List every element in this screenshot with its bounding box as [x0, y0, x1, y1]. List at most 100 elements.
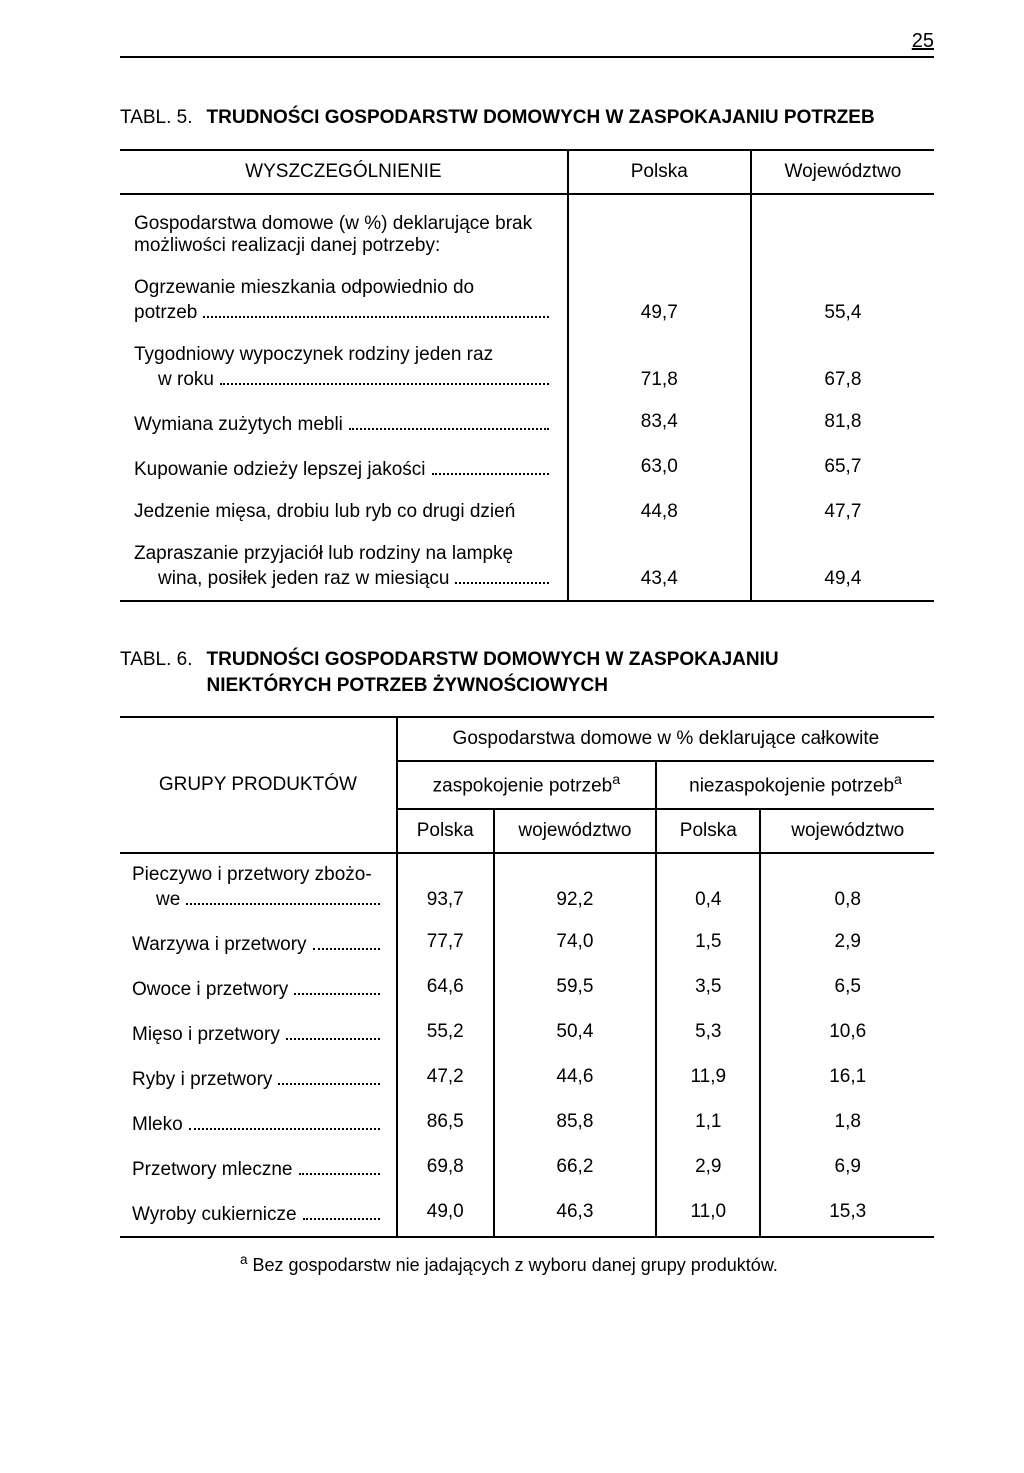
leader-dots — [220, 366, 549, 385]
value-cell: 55,2 — [397, 1011, 494, 1056]
row-label: Jedzenie mięsa, drobiu lub ryb co drugi … — [134, 501, 515, 522]
unsat-label: niezaspokojenie potrzeb — [689, 776, 894, 797]
value-cell: 55,4 — [751, 267, 934, 334]
table5-h2: Polska — [568, 150, 751, 194]
leader-dots — [203, 299, 548, 318]
empty-cell — [568, 194, 751, 267]
row-label-cell: Ogrzewanie mieszkania odpowiednio do pot… — [120, 267, 568, 334]
dot-leader: Mleko — [132, 1111, 384, 1136]
leader-dots — [186, 886, 379, 905]
row-label-b: potrzeb — [134, 302, 197, 324]
table-row: Mleko 86,5 85,8 1,1 1,8 — [120, 1101, 934, 1146]
row-label-cell: Ryby i przetwory — [120, 1056, 397, 1101]
row-label-cell: Mleko — [120, 1101, 397, 1146]
dot-leader: Warzywa i przetwory — [132, 931, 384, 956]
table6: GRUPY PRODUKTÓW Gospodarstwa domowe w % … — [120, 716, 934, 1238]
row-label: Owoce i przetwory — [132, 979, 288, 1001]
table-row: Zapraszanie przyjaciół lub rodziny na la… — [120, 533, 934, 601]
table6-h-wj2: województwo — [760, 809, 934, 853]
table5-title: TABL. 5.TRUDNOŚCI GOSPODARSTW DOMOWYCH W… — [120, 105, 934, 131]
table-row: Pieczywo i przetwory zbożo- we 93,7 92,2… — [120, 853, 934, 921]
value-cell: 0,8 — [760, 853, 934, 921]
table5-h1: WYSZCZEGÓLNIENIE — [120, 150, 568, 194]
table5-label: TABL. 5. — [120, 105, 193, 131]
sup-a: a — [894, 772, 902, 788]
table-row: Jedzenie mięsa, drobiu lub ryb co drugi … — [120, 491, 934, 533]
value-cell: 11,0 — [656, 1191, 760, 1237]
value-cell: 59,5 — [494, 966, 656, 1011]
row-label: Wymiana zużytych mebli — [134, 414, 343, 436]
value-cell: 10,6 — [760, 1011, 934, 1056]
leader-dots — [432, 456, 549, 475]
dot-leader: Przetwory mleczne — [132, 1156, 384, 1181]
dot-leader: wina, posiłek jeden raz w miesiącu — [134, 565, 553, 590]
value-cell: 77,7 — [397, 921, 494, 966]
table6-h-unsat: niezaspokojenie potrzeba — [656, 761, 934, 808]
row-label: Mleko — [132, 1114, 183, 1136]
table-row: Tygodniowy wypoczynek rodziny jeden raz … — [120, 334, 934, 401]
value-cell: 47,2 — [397, 1056, 494, 1101]
table6-label: TABL. 6. — [120, 647, 193, 673]
leader-dots — [303, 1201, 380, 1220]
table5-body: Gospodarstwa domowe (w %) deklarujące br… — [120, 194, 934, 601]
row-label-cell: Jedzenie mięsa, drobiu lub ryb co drugi … — [120, 491, 568, 533]
leader-dots — [299, 1156, 380, 1175]
sup-a: a — [612, 772, 620, 788]
value-cell: 43,4 — [568, 533, 751, 601]
dot-leader: potrzeb — [134, 299, 553, 324]
row-label-cell: Wyroby cukiernicze — [120, 1191, 397, 1237]
page-top-rule — [120, 56, 934, 58]
table6-h-pl2: Polska — [656, 809, 760, 853]
row-label: Kupowanie odzieży lepszej jakości — [134, 459, 426, 481]
table-row: Kupowanie odzieży lepszej jakości 63,0 6… — [120, 446, 934, 491]
value-cell: 6,9 — [760, 1146, 934, 1191]
table6-title: TABL. 6. TRUDNOŚCI GOSPODARSTW DOMOWYCH W… — [120, 647, 934, 698]
value-cell: 1,1 — [656, 1101, 760, 1146]
value-cell: 93,7 — [397, 853, 494, 921]
footnote-sup: a — [240, 1252, 248, 1267]
table6-caption-b: NIEKTÓRYCH POTRZEB ŻYWNOŚCIOWYCH — [207, 675, 608, 696]
document-page: 25 TABL. 5.TRUDNOŚCI GOSPODARSTW DOMOWYC… — [0, 0, 1024, 1473]
value-cell: 92,2 — [494, 853, 656, 921]
value-cell: 2,9 — [656, 1146, 760, 1191]
value-cell: 3,5 — [656, 966, 760, 1011]
value-cell: 49,7 — [568, 267, 751, 334]
leader-dots — [286, 1021, 380, 1040]
footnote-text: Bez gospodarstw nie jadających z wyboru … — [248, 1255, 778, 1275]
dot-leader: Wyroby cukiernicze — [132, 1201, 384, 1226]
row-label-cell: Kupowanie odzieży lepszej jakości — [120, 446, 568, 491]
dot-leader: Ryby i przetwory — [132, 1066, 384, 1091]
dot-leader: Kupowanie odzieży lepszej jakości — [134, 456, 553, 481]
dot-leader: Owoce i przetwory — [132, 976, 384, 1001]
table6-h-span: Gospodarstwa domowe w % deklarujące całk… — [397, 717, 934, 761]
leader-dots — [455, 565, 548, 584]
leader-dots — [278, 1066, 379, 1085]
row-label-a: Pieczywo i przetwory zbożo- — [132, 864, 384, 886]
table-row: Owoce i przetwory 64,6 59,5 3,5 6,5 — [120, 966, 934, 1011]
value-cell: 83,4 — [568, 401, 751, 446]
value-cell: 1,5 — [656, 921, 760, 966]
row-label-a: Tygodniowy wypoczynek rodziny jeden raz — [134, 344, 553, 366]
value-cell: 63,0 — [568, 446, 751, 491]
table-row: Ryby i przetwory 47,2 44,6 11,9 16,1 — [120, 1056, 934, 1101]
value-cell: 15,3 — [760, 1191, 934, 1237]
table6-h-products: GRUPY PRODUKTÓW — [120, 717, 397, 852]
table5-section-label: Gospodarstwa domowe (w %) deklarujące br… — [120, 194, 568, 267]
value-cell: 74,0 — [494, 921, 656, 966]
table5-header-row: WYSZCZEGÓLNIENIE Polska Województwo — [120, 150, 934, 194]
table6-caption-a: TRUDNOŚCI GOSPODARSTW DOMOWYCH W ZASPOKA… — [207, 649, 779, 670]
value-cell: 50,4 — [494, 1011, 656, 1056]
value-cell: 85,8 — [494, 1101, 656, 1146]
row-label-cell: Wymiana zużytych mebli — [120, 401, 568, 446]
row-label-b: wina, posiłek jeden raz w miesiącu — [158, 568, 449, 590]
dot-leader: Mięso i przetwory — [132, 1021, 384, 1046]
value-cell: 16,1 — [760, 1056, 934, 1101]
leader-dots — [349, 411, 549, 430]
value-cell: 1,8 — [760, 1101, 934, 1146]
dot-leader: we — [132, 886, 384, 911]
row-label: Przetwory mleczne — [132, 1159, 293, 1181]
dot-leader: Wymiana zużytych mebli — [134, 411, 553, 436]
row-label-b: w roku — [158, 369, 214, 391]
row-label: Wyroby cukiernicze — [132, 1204, 297, 1226]
leader-dots — [189, 1111, 380, 1130]
